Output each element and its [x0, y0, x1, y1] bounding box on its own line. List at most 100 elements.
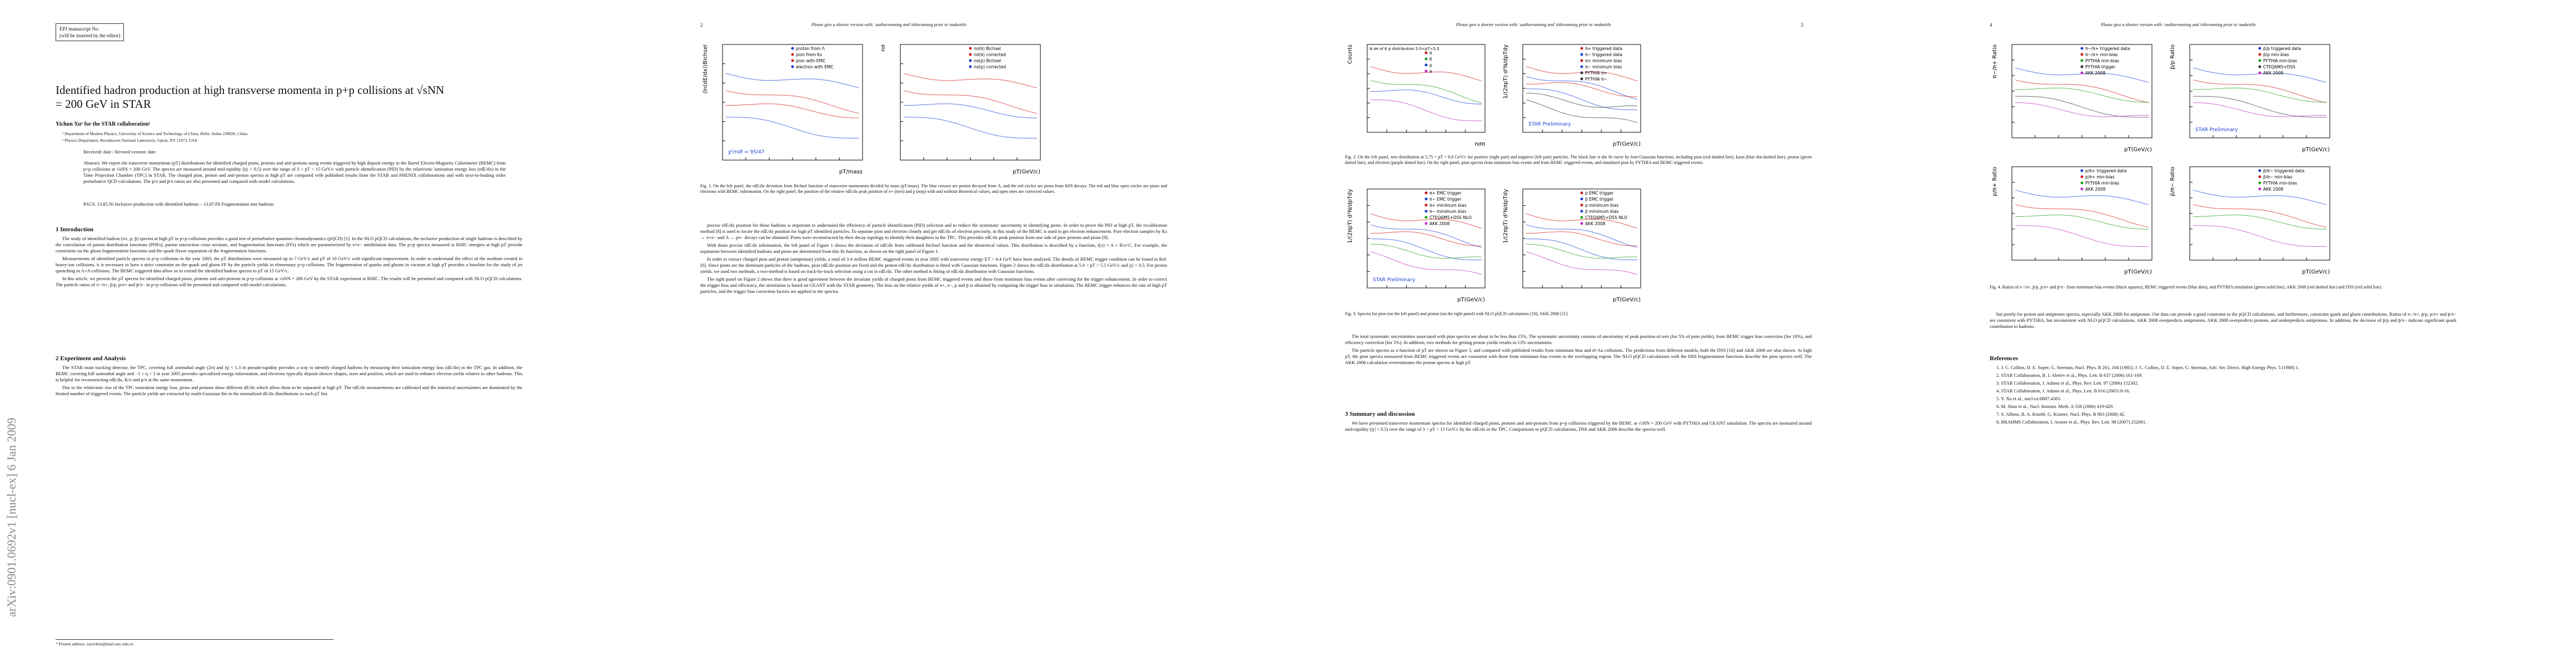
paragraph: With those precise rdE/dx information, t…: [700, 242, 1167, 254]
legend-marker: [791, 65, 794, 68]
x-axis-label: nσπ: [1474, 141, 1485, 147]
legend-marker: [2080, 169, 2084, 172]
legend-marker: [1424, 191, 1428, 195]
panel-annotation: STAR Preliminary: [1528, 122, 1571, 127]
legend-label: p: [1429, 63, 1432, 68]
decor-curve: [903, 117, 1038, 139]
legend-marker: [2258, 47, 2261, 50]
legend-marker: [1424, 69, 1428, 73]
section-body: The study of identified hadron (π±, p, p…: [56, 236, 522, 288]
panel-annotation: STAR Preliminary: [2195, 127, 2238, 133]
legend-marker: [2080, 47, 2084, 50]
received: Received: date / Revised version: date: [83, 149, 156, 155]
legend-label: CTEQ6M5+DSS: [2263, 64, 2295, 69]
paragraph: The right panel on Figure 2 shows that t…: [700, 276, 1167, 294]
legend-marker: [1424, 51, 1428, 54]
legend-label: π+ EMC trigger: [1429, 191, 1462, 196]
decor-curve: [1526, 238, 1638, 261]
panel-annotation: STAR Preliminary: [1373, 277, 1416, 283]
paper-page: 4 Please give a shorter version with: \a…: [1967, 0, 2484, 667]
paragraph: 1. J. C. Collins, D. E. Soper, G. Sterma…: [1996, 365, 2299, 370]
journal-header: EPJ manuscript No. (will be inserted by …: [56, 23, 124, 41]
footnote: * Present address: xuyichun@mail.ustc.ed…: [56, 639, 333, 647]
author: Yichun Xu¹ for the STAR collaboration¹: [56, 121, 151, 127]
decor-curve: [1526, 224, 1638, 248]
page-number: 2: [700, 22, 703, 28]
y-axis-label: p̄/p Ratio: [2170, 44, 2176, 69]
section-body: We have presented transverse momentum sp…: [1345, 420, 1812, 432]
section-heading: 3 Summary and discussion: [1345, 411, 1415, 417]
decor-curve: [2015, 204, 2149, 228]
legend-label: nσ(p) corrected: [974, 64, 1006, 69]
decor-curve: [2193, 87, 2326, 103]
decor-curve: [1526, 251, 1638, 275]
header-line: EPJ manuscript No.: [59, 26, 99, 32]
legend-marker: [1424, 222, 1428, 225]
y-axis-label: Counts: [1347, 44, 1353, 64]
paragraph: In order to extract charged pion and pro…: [700, 256, 1167, 274]
decor-curve: [2193, 102, 2327, 117]
legend-label: PYTHIA π−: [1585, 77, 1607, 82]
section: 1 Introduction The study of identified h…: [56, 227, 522, 290]
y-axis-label: ⟨ln(dE/dx)⟩Bichsel: [702, 44, 709, 94]
decor-curve: [2015, 225, 2149, 247]
section-heading: 2 Experiment and Analysis: [56, 355, 126, 362]
decor-curve: [2193, 190, 2327, 205]
y-axis-label: π−/π+ Ratio: [1992, 44, 1998, 78]
legend-label: nσ(π) corrected: [974, 52, 1006, 57]
legend-marker: [2258, 53, 2261, 56]
arxiv-label: arXiv:0901.0692v1 [nucl-ex] 6 Jan 2009: [4, 417, 18, 617]
decor-curve: [1370, 66, 1482, 82]
legend-label: p̄/p triggered data: [2263, 46, 2301, 51]
paper-page: EPJ manuscript No. (will be inserted by …: [33, 0, 550, 667]
decor-curve: [1526, 243, 1638, 259]
paper-page: 2 Please give a shorter version with: \a…: [678, 0, 1195, 667]
legend-marker: [1580, 191, 1583, 195]
figure-caption: Fig. 1. On the left panel, the rdE/dx de…: [700, 183, 1167, 194]
legend-label: pion with EMC: [796, 58, 825, 63]
legend-label: p EMC trigger: [1585, 191, 1614, 196]
figure-panel: nσπ Counts N σπ of K p distribution 5.0<pT…: [1347, 44, 1486, 147]
legend-marker: [2080, 53, 2084, 56]
figure-caption: Fig. 4. Ratios of π−/π+, p̄/p, p/π+ and …: [1990, 285, 2383, 290]
legend-marker: [1580, 65, 1583, 68]
legend-marker: [2258, 175, 2261, 178]
x-axis-label: pT(GeV/c): [1613, 297, 1641, 303]
decor-curve: [2015, 79, 2149, 103]
x-axis-label: pT(GeV/c): [1457, 297, 1485, 303]
paragraph: 7. S. Albino, B. A. Kniehl, G. Kramer, N…: [1996, 411, 2125, 417]
paper-page: 3 Please give a shorter version with: \a…: [1323, 0, 1840, 667]
y-axis-label: p̄/π− Ratio: [2170, 167, 2176, 196]
legend-label: AKK 2008: [1585, 221, 1606, 226]
legend-marker: [791, 59, 794, 62]
x-axis-label: pT(GeV/c): [2124, 147, 2152, 153]
y-axis-label: 1/(2πpT) d²N/dpTdy: [1503, 44, 1509, 99]
legend-marker: [2258, 181, 2261, 185]
legend-marker: [1580, 216, 1583, 219]
paragraph: ² Physics Department, Brookhaven Nationa…: [62, 138, 198, 143]
figure-panel: pT/mass⟨ln(dE/dx)⟩Bichsel proton from Λpi…: [702, 44, 863, 175]
paragraph: 3. STAR Collaboration, J. Adams et al., …: [1996, 380, 2139, 386]
paragraph: We have presented transverse momentum sp…: [1345, 420, 1812, 432]
figure-panel: pT(GeV/c) p̄/π− Ratio p̄/π− triggered data…: [2170, 166, 2330, 275]
legend-marker: [1580, 47, 1583, 50]
decor-curve: [1371, 99, 1482, 121]
decor-curve: [1370, 79, 1482, 103]
paragraph: Due to the relativistic rise of the TPC …: [56, 385, 522, 396]
decor-curve: [1526, 213, 1638, 229]
decor-curve: [2193, 79, 2327, 103]
decor-curve: [2015, 215, 2149, 230]
legend-label: CTEQ6M5+DSS NLO: [1585, 215, 1627, 220]
decor-curve: [2015, 87, 2149, 103]
paragraph: 5. Y. Xu et al., nucl-ex/0807.4303.: [1996, 396, 2061, 401]
decor-curve: [903, 73, 1038, 88]
decor-curve: [2193, 225, 2327, 247]
legend-label: p/π+ min-bias: [2085, 175, 2115, 180]
legend-label: pion from Ks: [796, 52, 822, 57]
decor-curve: [1370, 224, 1482, 248]
decor-curve: [1370, 251, 1482, 275]
paragraph: but poorly for proton and antiproton spe…: [1990, 311, 2457, 329]
x-axis-label: pT(GeV/c): [1013, 169, 1040, 175]
legend-marker: [2258, 59, 2261, 62]
